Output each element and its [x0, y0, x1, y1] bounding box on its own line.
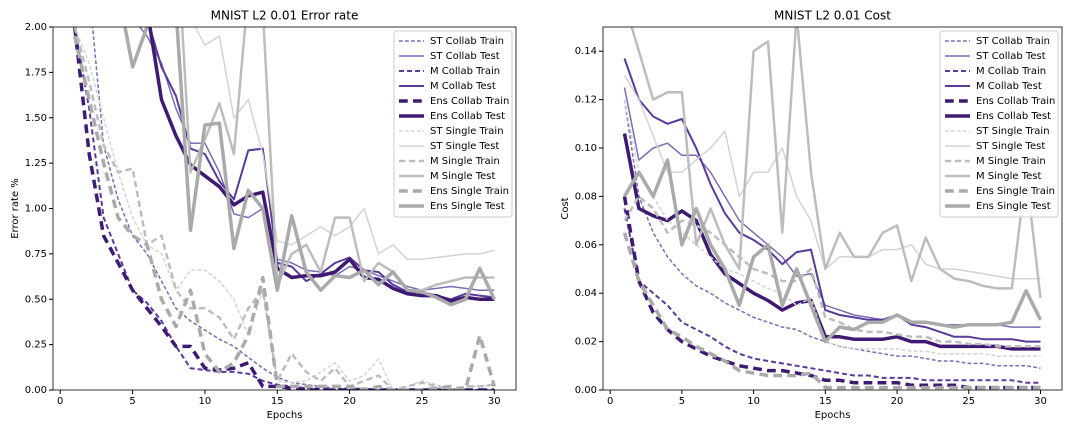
- legend-label: M Collab Test: [976, 81, 1042, 92]
- series-line: [622, 232, 1041, 390]
- y-tick-label: 0.14: [575, 46, 597, 57]
- chart-title: MNIST L2 0.01 Cost: [774, 9, 891, 23]
- legend-label: M Collab Train: [430, 66, 500, 77]
- legend-label: M Collab Test: [430, 81, 496, 92]
- series-line: [73, 27, 495, 390]
- legend-label: ST Single Train: [976, 126, 1050, 137]
- series-line: [623, 75, 1041, 280]
- series-line: [72, 35, 496, 390]
- legend-label: Ens Single Test: [430, 201, 505, 212]
- series-line: [622, 158, 1043, 344]
- axes-frame: [52, 26, 517, 391]
- subplot: MNIST L2 0.01 Error rate Epochs Error rate…: [10, 9, 517, 421]
- legend-label: M Single Train: [430, 156, 500, 167]
- axes-frame: [602, 26, 1063, 391]
- series-line: [623, 99, 1041, 357]
- x-tick-label: 20: [343, 396, 356, 407]
- legend-label: ST Collab Train: [976, 36, 1050, 47]
- y-tick-label: 0.50: [25, 294, 47, 305]
- legend-label: Ens Single Train: [976, 186, 1055, 197]
- series-line: [91, 27, 495, 390]
- series-line: [180, 27, 495, 292]
- x-tick-label: 5: [129, 396, 135, 407]
- x-tick-label: 10: [747, 396, 760, 407]
- legend-label: Ens Collab Test: [976, 111, 1051, 122]
- y-tick-label: 1.75: [25, 67, 47, 78]
- x-tick-label: 20: [891, 396, 904, 407]
- series-line: [622, 196, 1041, 390]
- x-tick-label: 15: [819, 396, 832, 407]
- plot-area: [72, 27, 496, 390]
- y-tick-label: 0.25: [25, 340, 47, 351]
- legend-box: [939, 30, 1059, 218]
- chart-title: MNIST L2 0.01 Error rate: [211, 9, 359, 23]
- series-line: [74, 27, 495, 390]
- x-tick-label: 25: [416, 396, 429, 407]
- series-line: [630, 27, 1042, 299]
- y-tick-label: 0.00: [575, 385, 597, 396]
- y-tick-label: 1.25: [25, 158, 47, 169]
- legend-label: Ens Single Test: [976, 201, 1051, 212]
- legend-box: [393, 30, 513, 218]
- legend-label: Ens Collab Test: [430, 111, 505, 122]
- y-tick-label: 0.04: [575, 288, 597, 299]
- legend-label: ST Single Test: [430, 141, 499, 152]
- y-tick-label: 0.00: [25, 385, 47, 396]
- legend-label: ST Single Train: [430, 126, 504, 137]
- legend-label: Ens Single Train: [430, 186, 509, 197]
- series-line: [194, 27, 495, 261]
- plot-area: [622, 27, 1043, 390]
- legend-label: Ens Collab Train: [430, 96, 509, 107]
- x-tick-label: 0: [57, 396, 63, 407]
- x-axis-label: Epochs: [815, 410, 851, 421]
- x-tick-label: 5: [679, 396, 685, 407]
- series-line: [148, 27, 495, 303]
- legend-label: ST Collab Test: [976, 51, 1046, 62]
- series-line: [623, 195, 1041, 348]
- series-line: [623, 58, 1041, 343]
- y-axis-label: Cost: [560, 197, 571, 219]
- x-tick-label: 30: [1034, 396, 1047, 407]
- y-tick-label: 1.50: [25, 113, 47, 124]
- x-tick-label: 30: [488, 396, 501, 407]
- y-tick-label: 1.00: [25, 204, 47, 215]
- y-tick-label: 0.08: [575, 191, 597, 202]
- y-tick-label: 0.12: [575, 95, 597, 106]
- series-line: [123, 27, 496, 307]
- legend-label: M Single Test: [430, 171, 495, 182]
- subplot: MNIST L2 0.01 Cost Epochs Cost 0 5 10 15 20 25 30…: [560, 9, 1063, 421]
- legend-label: M Single Test: [976, 171, 1041, 182]
- legend-label: Ens Collab Train: [976, 96, 1055, 107]
- legend-label: M Collab Train: [976, 66, 1046, 77]
- legend-label: M Single Train: [976, 156, 1046, 167]
- legend-label: ST Collab Train: [430, 36, 504, 47]
- y-tick-label: 0.75: [25, 249, 47, 260]
- y-tick-label: 0.02: [575, 337, 597, 348]
- y-tick-label: 0.10: [575, 143, 597, 154]
- x-tick-label: 25: [962, 396, 975, 407]
- series-line: [623, 208, 1041, 384]
- y-axis-label: Error rate %: [10, 178, 21, 239]
- legend: ST Collab Train ST Collab Test M Collab Tr…: [939, 30, 1059, 218]
- x-tick-label: 10: [199, 396, 212, 407]
- x-tick-label: 0: [607, 396, 613, 407]
- y-tick-label: 0.06: [575, 240, 597, 251]
- x-axis-label: Epochs: [267, 410, 303, 421]
- x-tick-label: 15: [271, 396, 284, 407]
- legend: ST Collab Train ST Collab Test M Collab Tr…: [393, 30, 513, 218]
- legend-label: ST Collab Test: [430, 51, 500, 62]
- legend-label: ST Single Test: [976, 141, 1045, 152]
- y-tick-label: 2.00: [25, 22, 47, 33]
